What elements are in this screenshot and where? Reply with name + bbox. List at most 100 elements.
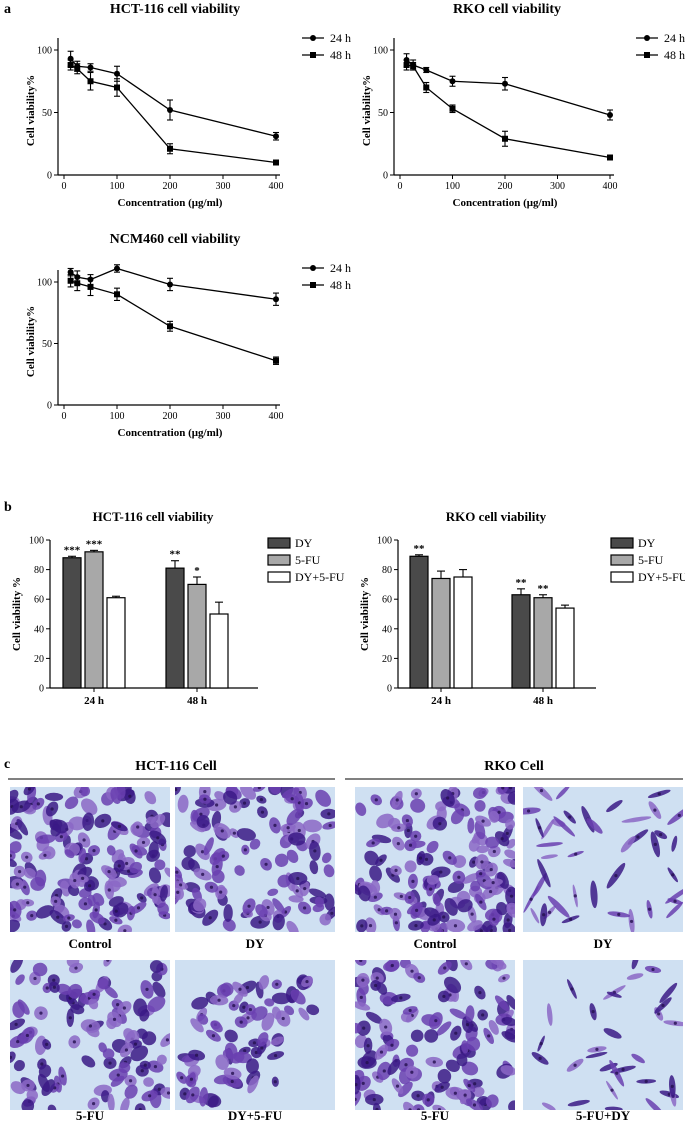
stained-cell <box>108 876 127 888</box>
stained-cell <box>358 885 371 902</box>
cell-nucleus <box>157 1087 161 1091</box>
stained-cell <box>503 858 515 868</box>
cell-nucleus <box>479 900 483 904</box>
cell-nucleus <box>661 1003 665 1008</box>
cell-nucleus <box>200 850 205 854</box>
stained-cell <box>447 881 465 893</box>
cell-nucleus <box>355 1097 357 1101</box>
stained-cell <box>10 858 17 867</box>
cell-nucleus <box>440 1085 444 1089</box>
bar <box>533 597 553 689</box>
stained-cell <box>220 982 234 997</box>
cell-nucleus <box>418 856 423 860</box>
y-axis-label: Cell viability% <box>25 306 37 377</box>
legend-label: DY+5-FU <box>638 570 685 584</box>
stained-cell <box>553 816 576 837</box>
cell-nucleus <box>273 1080 277 1084</box>
series-line-24h <box>406 59 611 116</box>
stained-cell <box>264 998 275 1007</box>
cell-nucleus <box>390 1043 394 1047</box>
cell-nucleus <box>108 1061 112 1065</box>
data-point <box>114 265 120 272</box>
cell-nucleus <box>260 1046 264 1050</box>
bar <box>106 597 126 689</box>
bar <box>453 576 473 689</box>
micrograph-background <box>523 960 683 1110</box>
cell-nucleus <box>538 1056 542 1060</box>
cell-nucleus <box>529 897 533 901</box>
data-point <box>167 323 173 330</box>
stained-cell <box>78 848 87 864</box>
cell-nucleus <box>410 1070 414 1074</box>
cell-nucleus <box>408 895 412 900</box>
stained-cell <box>369 865 382 882</box>
data-point <box>607 154 613 161</box>
data-point <box>423 67 430 73</box>
y-tick-label: 100 <box>37 46 52 57</box>
x-tick-label: 300 <box>550 181 565 192</box>
micrograph-hct_control <box>10 787 170 932</box>
cell-nucleus <box>457 875 461 879</box>
y-axis-label: Cell viability% <box>361 75 373 146</box>
stained-cell <box>81 1055 96 1068</box>
stained-cell <box>468 838 480 852</box>
cell-nucleus <box>180 1076 184 1080</box>
stained-cell <box>154 859 166 871</box>
data-point <box>410 63 417 70</box>
cell-nucleus <box>209 885 214 889</box>
stained-cell <box>207 1095 219 1108</box>
data-point <box>423 84 430 91</box>
cell-nucleus <box>138 1107 142 1110</box>
cell-nucleus <box>127 869 131 873</box>
stained-cell <box>89 911 105 925</box>
cell-nucleus <box>246 1016 250 1020</box>
cell-nucleus <box>19 805 23 809</box>
stained-cell <box>426 874 440 885</box>
cell-nucleus <box>568 815 572 819</box>
cell-nucleus <box>221 854 225 858</box>
stained-cell <box>319 913 332 926</box>
stained-cell <box>16 819 29 836</box>
micrograph-label: Control <box>413 936 456 951</box>
stained-cell <box>507 790 515 805</box>
cell-nucleus <box>73 878 77 883</box>
cell-nucleus <box>464 962 468 966</box>
cell-nucleus <box>199 812 203 816</box>
stained-cell <box>68 816 87 831</box>
stained-cell <box>445 1059 460 1072</box>
cell-nucleus <box>128 794 132 798</box>
stained-cell <box>120 1097 130 1110</box>
x-tick-label: 200 <box>163 181 178 192</box>
y-tick-label: 80 <box>34 565 44 576</box>
legend-marker <box>310 282 316 288</box>
cell-nucleus <box>116 1073 120 1077</box>
cell-nucleus <box>25 1033 29 1038</box>
cell-nucleus <box>14 1022 18 1026</box>
cell-nucleus <box>153 1064 158 1069</box>
stained-cell <box>144 791 157 805</box>
stained-cell <box>410 1029 424 1042</box>
stained-cell <box>214 791 226 801</box>
cell-nucleus <box>232 1004 236 1008</box>
cell-nucleus <box>82 838 86 842</box>
cell-nucleus <box>478 991 482 995</box>
cell-nucleus <box>165 1038 170 1042</box>
cell-nucleus <box>355 1083 358 1087</box>
stained-cell <box>255 904 268 918</box>
stained-cell <box>44 792 64 801</box>
stained-cell <box>274 853 289 867</box>
significance-mark: ** <box>516 577 528 589</box>
stained-cell <box>56 983 72 995</box>
data-point <box>449 78 456 85</box>
cell-nucleus <box>107 888 111 892</box>
cell-nucleus <box>59 835 63 839</box>
stained-cell <box>10 960 24 973</box>
cell-nucleus <box>189 1077 194 1081</box>
y-tick-label: 50 <box>42 108 52 119</box>
chart-title: HCT-116 cell viability <box>93 509 214 524</box>
stained-cell <box>376 813 394 829</box>
cell-nucleus <box>304 802 309 806</box>
data-point <box>273 133 279 140</box>
cell-nucleus <box>429 887 433 891</box>
cell-nucleus <box>371 841 375 845</box>
